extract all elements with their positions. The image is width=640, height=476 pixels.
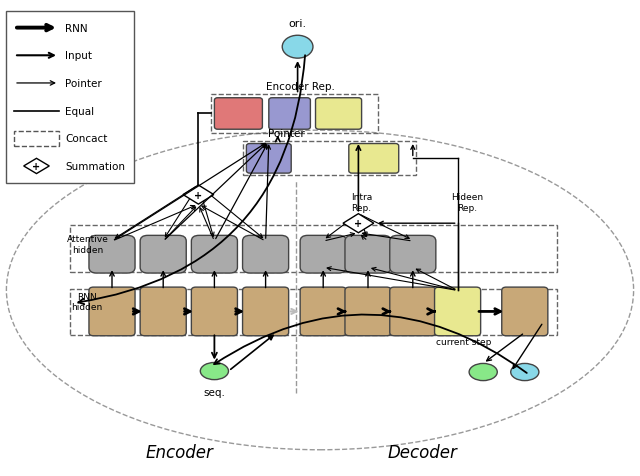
Text: current step: current step: [436, 337, 492, 347]
FancyBboxPatch shape: [300, 288, 346, 336]
Ellipse shape: [511, 364, 539, 381]
FancyBboxPatch shape: [191, 288, 237, 336]
Text: Encoder Rep.: Encoder Rep.: [266, 81, 335, 91]
FancyBboxPatch shape: [191, 236, 237, 273]
Text: RNN: RNN: [65, 24, 88, 33]
Text: Attentive
hidden: Attentive hidden: [67, 235, 109, 254]
Text: Summation: Summation: [65, 162, 125, 171]
FancyBboxPatch shape: [140, 288, 186, 336]
Bar: [14, 131, 59, 147]
Text: Encoder: Encoder: [145, 443, 213, 461]
FancyBboxPatch shape: [345, 236, 391, 273]
Text: seq.: seq.: [204, 387, 225, 397]
FancyBboxPatch shape: [390, 288, 436, 336]
Text: Pointer: Pointer: [268, 129, 305, 139]
Circle shape: [282, 36, 313, 59]
Text: Intra
Rep.: Intra Rep.: [351, 193, 372, 212]
FancyBboxPatch shape: [243, 236, 289, 273]
Bar: [6, 12, 134, 183]
Text: Concact: Concact: [65, 134, 108, 144]
Bar: [211, 95, 378, 133]
Text: Input: Input: [65, 51, 92, 61]
Bar: [70, 226, 557, 272]
Polygon shape: [183, 186, 214, 205]
FancyBboxPatch shape: [89, 236, 135, 273]
Ellipse shape: [469, 364, 497, 381]
FancyBboxPatch shape: [349, 144, 399, 174]
FancyBboxPatch shape: [435, 288, 481, 336]
FancyBboxPatch shape: [269, 99, 310, 130]
Text: +: +: [195, 190, 202, 200]
Ellipse shape: [200, 363, 228, 380]
FancyBboxPatch shape: [300, 236, 346, 273]
FancyBboxPatch shape: [214, 99, 262, 130]
Text: +: +: [33, 162, 40, 171]
FancyBboxPatch shape: [345, 288, 391, 336]
Text: +: +: [355, 219, 362, 228]
FancyBboxPatch shape: [502, 288, 548, 336]
Polygon shape: [24, 159, 49, 174]
Text: ori.: ori.: [289, 19, 307, 29]
Bar: [243, 142, 416, 176]
Polygon shape: [343, 214, 374, 233]
FancyBboxPatch shape: [316, 99, 362, 130]
FancyBboxPatch shape: [89, 288, 135, 336]
Text: RNN
hidden: RNN hidden: [72, 292, 102, 311]
FancyBboxPatch shape: [390, 236, 436, 273]
FancyBboxPatch shape: [243, 288, 289, 336]
Text: Decoder: Decoder: [387, 443, 458, 461]
Text: Equal: Equal: [65, 107, 95, 116]
Text: Hideen
Rep.: Hideen Rep.: [451, 193, 483, 212]
Text: Pointer: Pointer: [65, 79, 102, 89]
Bar: [70, 289, 557, 336]
FancyBboxPatch shape: [246, 144, 291, 174]
FancyBboxPatch shape: [140, 236, 186, 273]
